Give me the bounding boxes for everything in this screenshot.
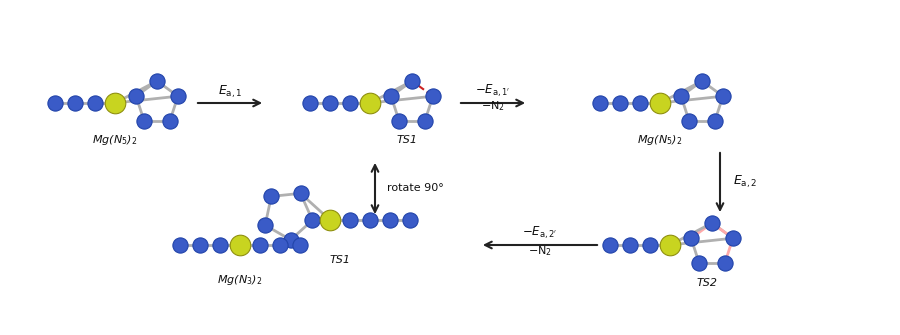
Point [692, 260, 706, 265]
Point [292, 242, 307, 248]
Text: $E_{\rm a,2}$: $E_{\rm a,2}$ [733, 174, 757, 190]
Point [384, 93, 399, 99]
Point [258, 222, 273, 228]
Point [652, 100, 667, 106]
Point [129, 93, 143, 99]
Point [643, 242, 657, 248]
Point [674, 93, 688, 99]
Point [253, 242, 267, 248]
Point [343, 217, 357, 223]
Point [392, 118, 406, 124]
Point [363, 100, 377, 106]
Text: TS1: TS1 [329, 255, 350, 265]
Point [418, 118, 432, 124]
Point [88, 100, 103, 106]
Text: $E_{\rm a,1}$: $E_{\rm a,1}$ [218, 84, 242, 100]
Point [48, 100, 62, 106]
Text: $-E_{\rm a,1^{\prime}}$: $-E_{\rm a,1^{\prime}}$ [475, 83, 510, 99]
Point [382, 217, 397, 223]
Point [193, 242, 207, 248]
Text: $-E_{\rm a,2^{\prime}}$: $-E_{\rm a,2^{\prime}}$ [522, 225, 558, 241]
Point [695, 78, 709, 84]
Point [68, 100, 82, 106]
Point [323, 217, 338, 223]
Point [705, 220, 719, 226]
Text: $-$N$_2$: $-$N$_2$ [482, 99, 505, 113]
Point [273, 242, 287, 248]
Text: Mg(N$_5$)$_2$: Mg(N$_5$)$_2$ [93, 133, 138, 147]
Point [264, 194, 278, 199]
Text: TS2: TS2 [697, 278, 717, 288]
Point [108, 100, 122, 106]
Point [684, 236, 698, 241]
Point [171, 93, 185, 99]
Point [173, 242, 187, 248]
Point [233, 242, 248, 248]
Point [212, 242, 227, 248]
Point [707, 118, 722, 124]
Point [633, 100, 647, 106]
Point [717, 260, 732, 265]
Point [662, 242, 677, 248]
Point [613, 100, 627, 106]
Point [682, 118, 697, 124]
Point [323, 100, 338, 106]
Text: rotate 90°: rotate 90° [387, 183, 444, 193]
Point [603, 242, 617, 248]
Point [403, 217, 418, 223]
Point [725, 236, 740, 241]
Point [716, 93, 730, 99]
Point [302, 100, 317, 106]
Point [363, 217, 377, 223]
Point [305, 217, 320, 223]
Text: $-$N$_2$: $-$N$_2$ [528, 244, 552, 258]
Text: TS1: TS1 [397, 135, 418, 145]
Point [623, 242, 637, 248]
Point [163, 118, 177, 124]
Point [284, 237, 298, 243]
Point [149, 78, 164, 84]
Text: Mg(N$_5$)$_2$: Mg(N$_5$)$_2$ [637, 133, 682, 147]
Point [593, 100, 608, 106]
Point [293, 191, 308, 196]
Point [137, 118, 151, 124]
Point [405, 78, 419, 84]
Point [343, 100, 357, 106]
Text: Mg(N$_3$)$_2$: Mg(N$_3$)$_2$ [218, 273, 263, 287]
Point [426, 93, 440, 99]
